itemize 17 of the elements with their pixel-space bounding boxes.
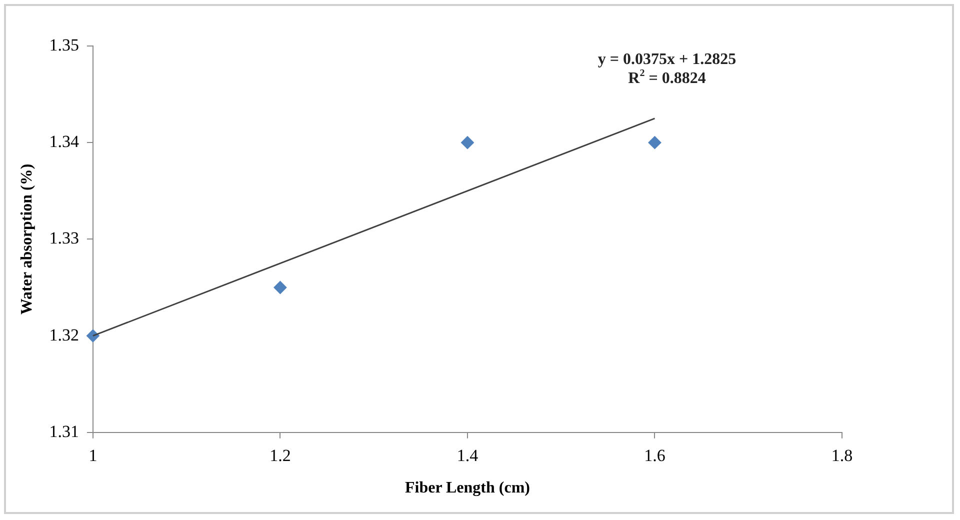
y-tick-label: 1.34 [49, 132, 80, 152]
x-tick-label: 1.4 [456, 446, 479, 466]
x-axis-title: Fiber Length (cm) [404, 480, 530, 497]
x-tick-label: 1.2 [270, 446, 291, 466]
x-tick-label: 1 [88, 446, 98, 466]
annotation: y = 0.0375x + 1.2825 [598, 51, 736, 68]
y-tick-label: 1.31 [49, 422, 79, 441]
x-tick-label: 1.8 [831, 446, 853, 466]
y-tick-label: 1.33 [49, 228, 79, 248]
x-tick-label: 1.6 [644, 446, 666, 466]
y-tick-label: 1.32 [49, 325, 79, 344]
point [648, 136, 662, 150]
point [274, 281, 287, 294]
y-tick-label: 1.35 [49, 35, 79, 54]
point [460, 136, 474, 150]
y-axis-title: Water absorption (%) [18, 164, 36, 315]
point [86, 329, 100, 342]
